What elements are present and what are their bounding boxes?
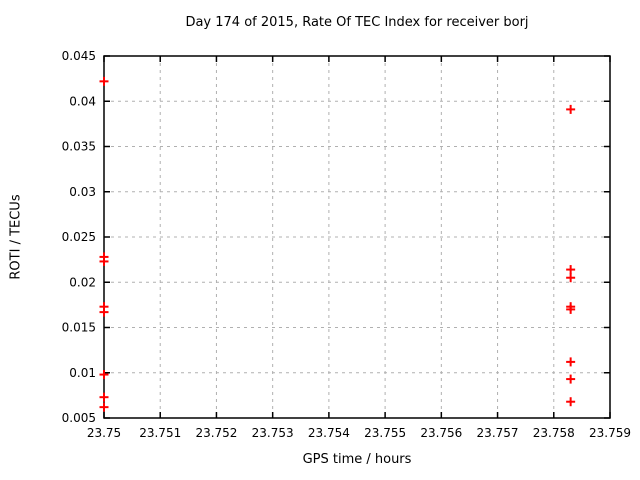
chart-title: Day 174 of 2015, Rate Of TEC Index for r… xyxy=(185,15,529,30)
y-tick-label: 0.03 xyxy=(69,185,96,199)
y-tick-label: 0.025 xyxy=(62,230,96,244)
x-tick-label: 23.75 xyxy=(87,426,121,440)
x-tick-label: 23.754 xyxy=(308,426,350,440)
x-tick-label: 23.756 xyxy=(420,426,462,440)
x-tick-label: 23.758 xyxy=(533,426,575,440)
y-tick-label: 0.015 xyxy=(62,321,96,335)
x-tick-label: 23.752 xyxy=(195,426,237,440)
x-tick-label: 23.753 xyxy=(252,426,294,440)
y-tick-label: 0.01 xyxy=(69,366,96,380)
x-tick-label: 23.757 xyxy=(477,426,519,440)
y-tick-label: 0.045 xyxy=(62,49,96,63)
y-tick-label: 0.04 xyxy=(69,94,96,108)
x-tick-label: 23.751 xyxy=(139,426,181,440)
x-tick-label: 23.759 xyxy=(589,426,631,440)
y-tick-label: 0.005 xyxy=(62,411,96,425)
y-tick-label: 0.02 xyxy=(69,275,96,289)
x-axis-label: GPS time / hours xyxy=(302,452,412,467)
x-tick-label: 23.755 xyxy=(364,426,406,440)
y-tick-label: 0.035 xyxy=(62,140,96,154)
